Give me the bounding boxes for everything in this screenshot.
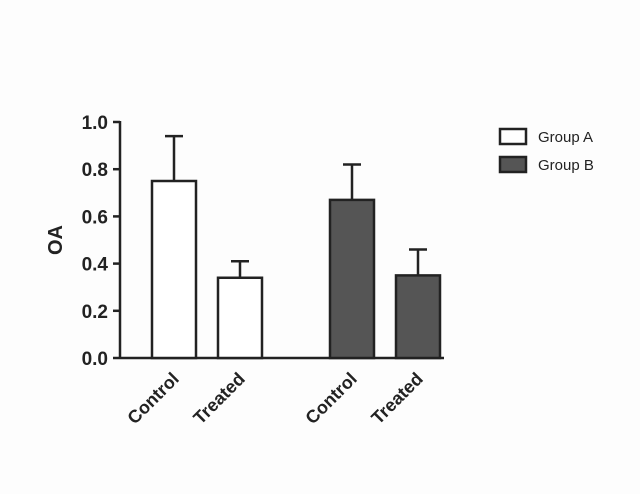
legend-swatch-group-b	[498, 155, 528, 174]
bar-group-b-treated	[394, 274, 442, 360]
y-axis-label: OA	[45, 225, 67, 255]
y-tick-label: 0.8	[82, 160, 108, 181]
bar-group-b-control	[328, 198, 376, 360]
x-tick-label: Control	[301, 369, 360, 428]
y-tick-label: 0.4	[82, 255, 109, 276]
bar-group-a-treated	[216, 276, 264, 360]
y-tick-label: 0.2	[82, 302, 108, 323]
bar-group-a-control	[150, 179, 198, 360]
legend-label: Group B	[538, 157, 594, 174]
x-tick-label: Treated	[189, 369, 248, 428]
legend-swatch-group-a	[498, 127, 528, 146]
y-tick-label: 1.0	[82, 113, 108, 134]
x-tick-label: Control	[123, 369, 182, 428]
y-tick-label: 0.0	[82, 349, 108, 370]
x-tick-label: Treated	[367, 369, 426, 428]
y-tick-label: 0.6	[82, 207, 108, 228]
legend-label: Group A	[538, 129, 593, 146]
